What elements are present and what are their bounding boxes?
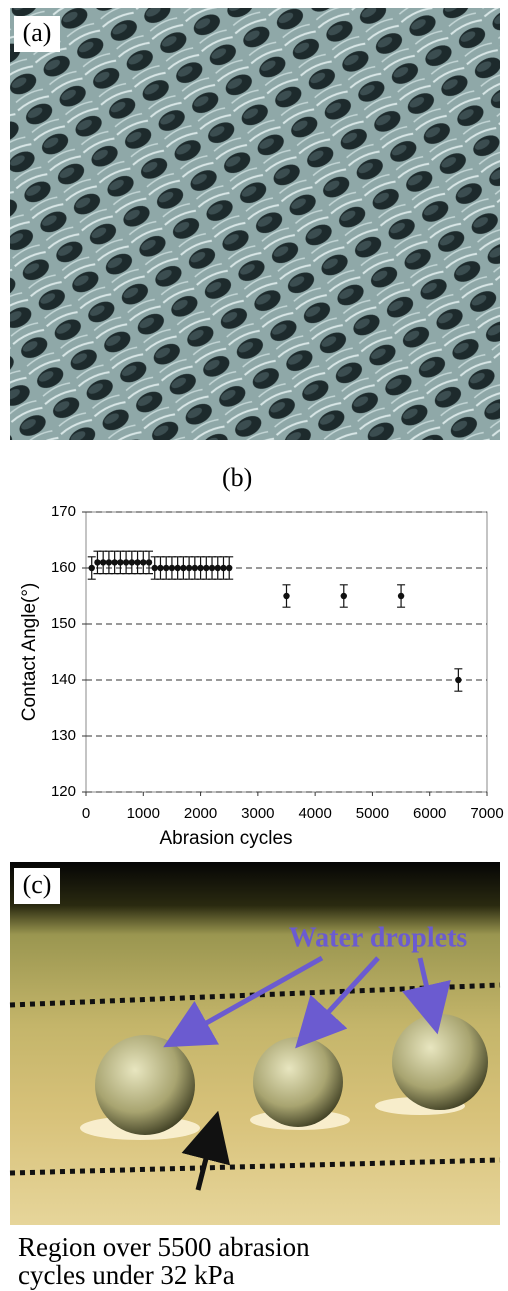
y-tick-label: 140 xyxy=(51,671,76,688)
point xyxy=(197,564,204,572)
droplet xyxy=(392,1014,488,1110)
panel-label: (a) xyxy=(23,18,52,47)
label-box xyxy=(14,868,60,904)
x-tick-label: 7000 xyxy=(470,805,503,822)
point xyxy=(283,592,290,600)
point xyxy=(145,559,153,566)
point xyxy=(340,592,347,600)
dotted-line xyxy=(9,982,501,1008)
point xyxy=(117,559,124,566)
x-tick-label: 4000 xyxy=(298,805,331,822)
arrow xyxy=(181,1110,231,1191)
x-axis-label: Abrasion cycles xyxy=(159,828,292,849)
point xyxy=(180,564,187,572)
droplet xyxy=(95,1035,195,1135)
caption-line: Region over 5500 abrasion xyxy=(18,1232,310,1262)
panel-label: (b) xyxy=(222,463,252,492)
point xyxy=(140,559,147,566)
point xyxy=(134,559,141,566)
y-tick-label: 130 xyxy=(51,727,76,744)
x-tick-label: 5000 xyxy=(356,805,389,822)
point xyxy=(151,564,158,572)
point xyxy=(397,592,405,600)
droplet xyxy=(253,1037,343,1127)
point xyxy=(105,559,113,566)
arrow xyxy=(402,957,451,1035)
x-tick-label: 6000 xyxy=(413,805,446,822)
point xyxy=(174,564,181,572)
point xyxy=(185,564,193,572)
arrow xyxy=(295,956,380,1049)
point xyxy=(220,564,227,572)
y-tick-label: 160 xyxy=(51,559,76,576)
label-box xyxy=(14,16,60,52)
point xyxy=(208,564,216,572)
y-tick-label: 120 xyxy=(51,783,76,800)
x-tick-label: 3000 xyxy=(241,805,274,822)
point xyxy=(157,564,164,572)
point xyxy=(191,564,199,572)
point xyxy=(163,564,170,572)
panel-label: (c) xyxy=(23,870,52,899)
point xyxy=(214,564,221,572)
y-tick-label: 170 xyxy=(51,503,76,520)
x-tick-label: 2000 xyxy=(184,805,217,822)
x-tick-label: 1000 xyxy=(127,805,160,822)
point xyxy=(128,559,136,566)
point xyxy=(455,676,462,684)
caption-line: cycles under 32 kPa xyxy=(18,1260,235,1290)
point xyxy=(94,559,101,566)
point xyxy=(88,564,95,572)
dotted-line xyxy=(9,1157,501,1176)
point xyxy=(99,559,107,566)
sem-image xyxy=(10,8,500,440)
point xyxy=(203,564,210,572)
x-tick-label: 0 xyxy=(82,805,90,822)
arrow xyxy=(163,955,324,1048)
point xyxy=(168,564,176,572)
y-tick-label: 150 xyxy=(51,615,76,632)
point xyxy=(111,559,118,566)
point xyxy=(226,564,233,572)
plot: 120 130 140 150 160 170 0 1000 2000 3000 4000 5000 6… xyxy=(51,503,504,822)
y-axis-label: Contact Angle(°) xyxy=(19,583,40,722)
plot-frame xyxy=(85,511,488,793)
point xyxy=(122,559,130,566)
annotation: Water droplets xyxy=(289,922,468,953)
